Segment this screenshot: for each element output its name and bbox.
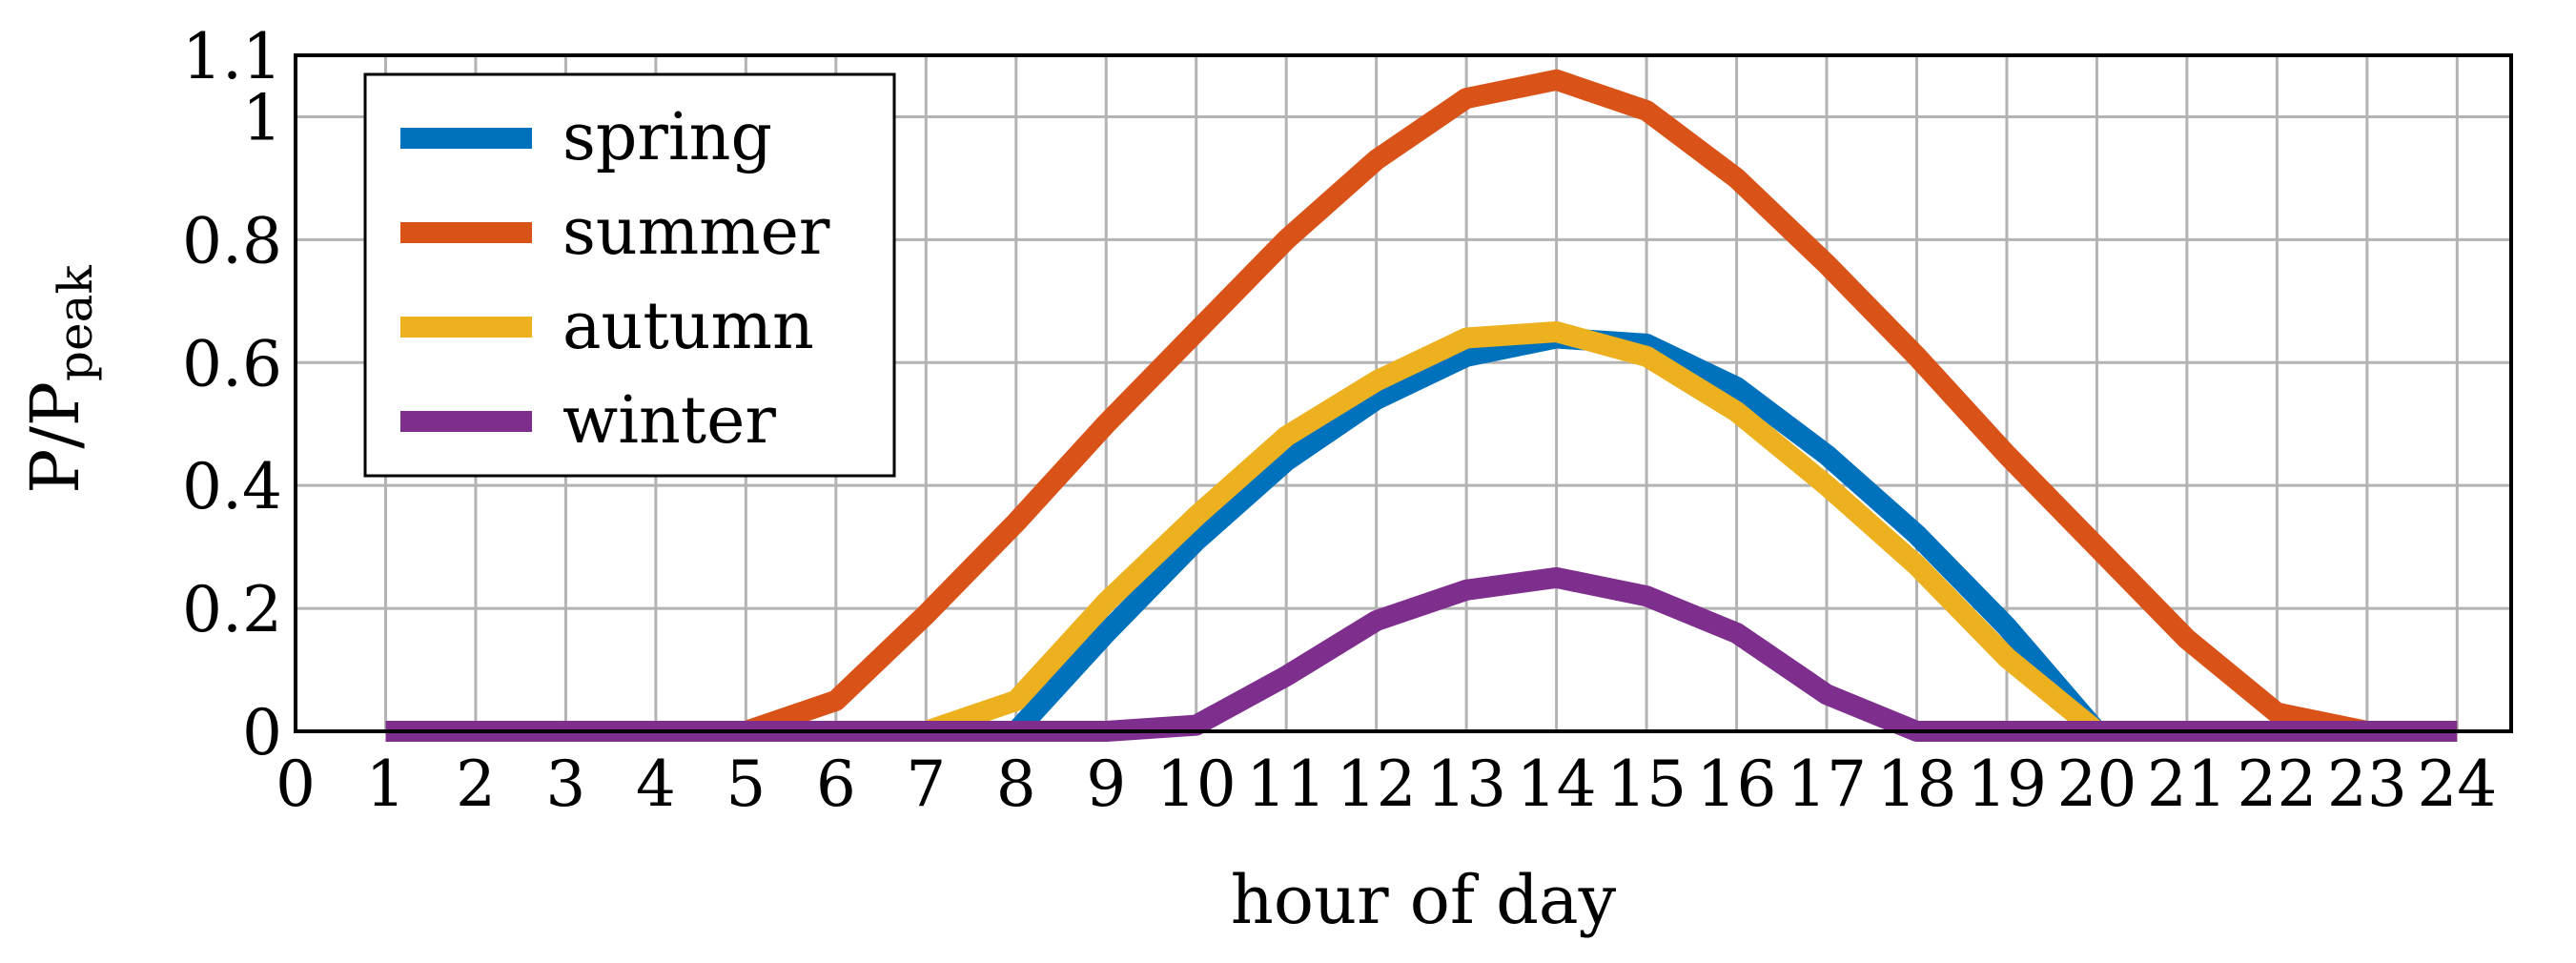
x-tick-label: 8 — [996, 748, 1036, 821]
y-tick-label: 1 — [242, 81, 282, 154]
x-tick-label: 17 — [1787, 748, 1867, 821]
x-tick-labels: 0 1 2 3 4 5 6 7 8 9 10 11 12 13 14 15 16 17 18 19 20 21 22 23 24 — [276, 748, 2497, 821]
y-tick-label: 0.6 — [182, 327, 282, 400]
x-tick-label: 5 — [726, 748, 766, 821]
y-tick-label: 0 — [242, 696, 282, 769]
x-tick-label: 23 — [2327, 748, 2407, 821]
y-tick-label: 0.8 — [182, 204, 282, 277]
x-tick-label: 1 — [365, 748, 405, 821]
x-tick-label: 15 — [1606, 748, 1687, 821]
x-tick-label: 2 — [456, 748, 496, 821]
x-tick-label: 13 — [1426, 748, 1506, 821]
x-tick-label: 9 — [1086, 748, 1126, 821]
x-tick-label: 12 — [1337, 748, 1417, 821]
x-tick-label: 6 — [816, 748, 856, 821]
y-axis-label: P/Ppeak — [16, 265, 103, 494]
y-axis-label-sub: peak — [48, 265, 103, 381]
x-tick-label: 10 — [1156, 748, 1237, 821]
y-tick-label: 0.2 — [182, 573, 282, 646]
legend-label-autumn: autumn — [562, 289, 814, 364]
y-axis-label-main: P/P — [16, 381, 94, 494]
legend-label-winter: winter — [562, 383, 776, 459]
x-tick-label: 4 — [636, 748, 676, 821]
plot-frame — [294, 53, 2513, 733]
x-tick-label: 21 — [2147, 748, 2227, 821]
x-tick-label: 19 — [1967, 748, 2047, 821]
x-tick-label: 14 — [1517, 748, 1597, 821]
legend: spring summer autumn winter — [363, 72, 896, 478]
x-tick-label: 0 — [276, 748, 316, 821]
x-tick-label: 22 — [2237, 748, 2317, 821]
x-axis-label: hour of day — [1231, 861, 1617, 939]
x-tick-label: 24 — [2417, 748, 2497, 821]
x-tick-label: 11 — [1246, 748, 1326, 821]
x-tick-label: 7 — [906, 748, 946, 821]
y-tick-label: 1.1 — [182, 20, 282, 93]
x-tick-label: 16 — [1697, 748, 1777, 821]
y-tick-labels: 0 0.2 0.4 0.6 0.8 11.1 — [182, 20, 282, 769]
x-tick-label: 18 — [1876, 748, 1956, 821]
x-tick-label: 3 — [545, 748, 585, 821]
x-tick-label: 20 — [2056, 748, 2136, 821]
legend-label-summer: summer — [562, 195, 830, 270]
y-tick-label: 0.4 — [182, 450, 282, 523]
legend-label-spring: spring — [562, 100, 772, 175]
